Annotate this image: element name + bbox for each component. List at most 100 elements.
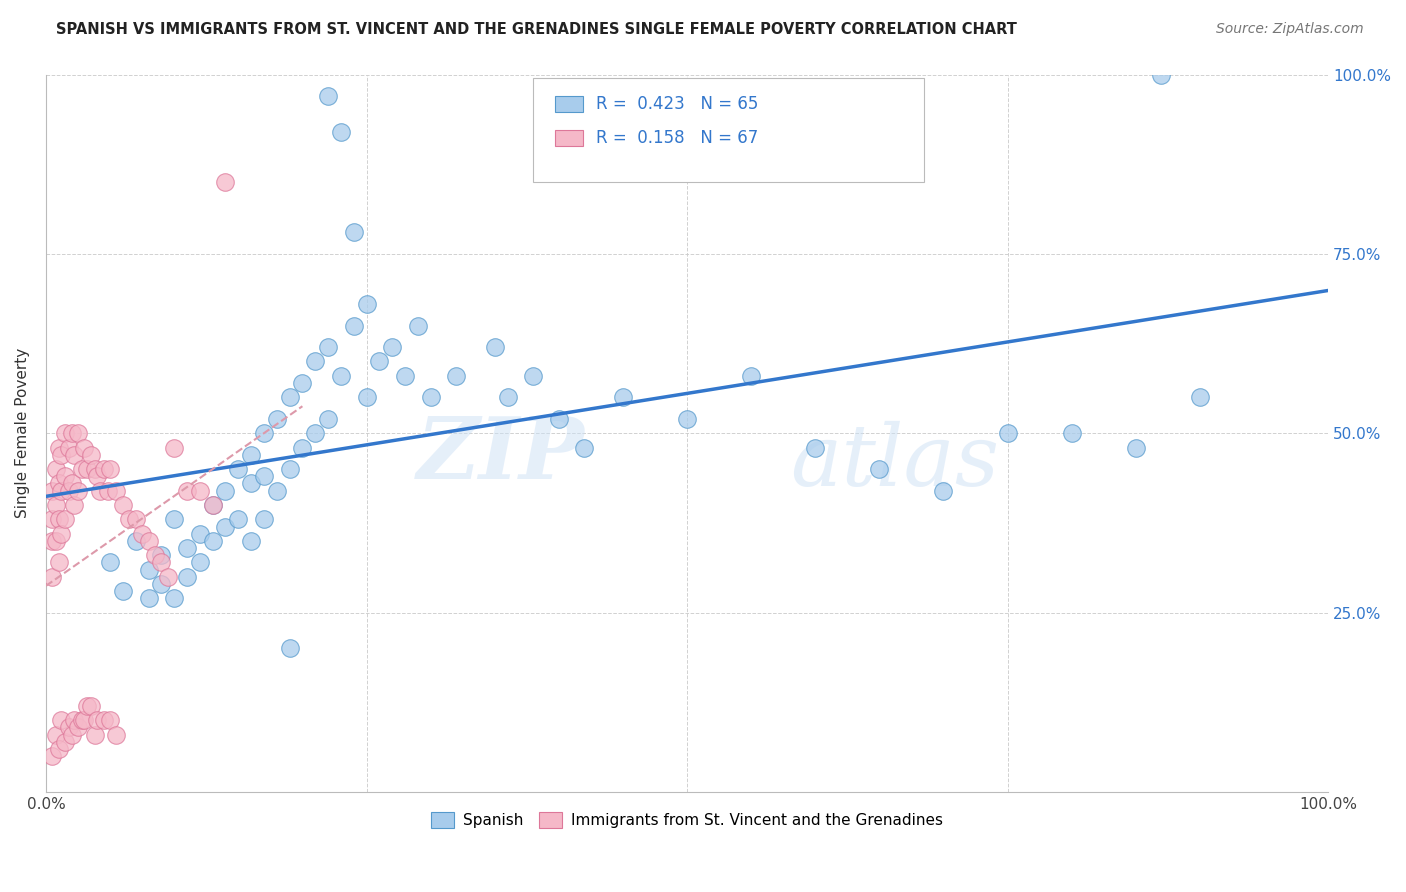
Point	[240, 476, 263, 491]
Point	[188, 483, 211, 498]
Point	[868, 462, 890, 476]
Point	[51, 526, 73, 541]
Point	[48, 555, 70, 569]
Text: Source: ZipAtlas.com: Source: ZipAtlas.com	[1216, 22, 1364, 37]
Point	[150, 555, 173, 569]
Point	[118, 512, 141, 526]
Text: SPANISH VS IMMIGRANTS FROM ST. VINCENT AND THE GRENADINES SINGLE FEMALE POVERTY : SPANISH VS IMMIGRANTS FROM ST. VINCENT A…	[56, 22, 1017, 37]
Point	[1150, 68, 1173, 82]
Point	[86, 469, 108, 483]
Point	[419, 390, 441, 404]
Point	[291, 376, 314, 390]
Point	[48, 742, 70, 756]
Point	[86, 713, 108, 727]
Point	[48, 512, 70, 526]
Point	[51, 448, 73, 462]
Point	[316, 412, 339, 426]
Point	[176, 570, 198, 584]
Point	[253, 426, 276, 441]
Point	[45, 498, 67, 512]
Point	[163, 591, 186, 606]
Point	[138, 591, 160, 606]
Point	[63, 498, 86, 512]
Point	[176, 541, 198, 555]
Point	[316, 340, 339, 354]
Point	[63, 713, 86, 727]
Text: R =  0.423   N = 65: R = 0.423 N = 65	[596, 95, 758, 113]
Point	[98, 713, 121, 727]
Point	[278, 641, 301, 656]
Point	[304, 354, 326, 368]
Point	[41, 483, 63, 498]
Point	[41, 533, 63, 548]
Point	[156, 570, 179, 584]
Point	[676, 412, 699, 426]
Point	[138, 563, 160, 577]
FancyBboxPatch shape	[555, 96, 583, 112]
Point	[111, 498, 134, 512]
Point	[53, 469, 76, 483]
Point	[612, 390, 634, 404]
Point	[547, 412, 569, 426]
Point	[188, 555, 211, 569]
Point	[105, 728, 128, 742]
Point	[80, 448, 103, 462]
Point	[96, 483, 118, 498]
Legend: Spanish, Immigrants from St. Vincent and the Grenadines: Spanish, Immigrants from St. Vincent and…	[425, 806, 949, 835]
Point	[80, 698, 103, 713]
Point	[111, 584, 134, 599]
Point	[45, 533, 67, 548]
Point	[66, 483, 89, 498]
Point	[58, 720, 80, 734]
Point	[240, 448, 263, 462]
FancyBboxPatch shape	[555, 130, 583, 146]
Y-axis label: Single Female Poverty: Single Female Poverty	[15, 348, 30, 518]
Point	[163, 512, 186, 526]
Point	[138, 533, 160, 548]
Point	[58, 483, 80, 498]
Point	[76, 462, 98, 476]
Text: R =  0.158   N = 67: R = 0.158 N = 67	[596, 129, 758, 147]
Point	[266, 412, 288, 426]
Point	[266, 483, 288, 498]
Point	[73, 441, 96, 455]
Point	[48, 476, 70, 491]
Point	[93, 713, 115, 727]
Point	[63, 448, 86, 462]
Point	[45, 728, 67, 742]
Point	[316, 89, 339, 103]
Point	[214, 175, 236, 189]
Point	[740, 368, 762, 383]
Point	[394, 368, 416, 383]
Point	[522, 368, 544, 383]
Point	[66, 426, 89, 441]
Point	[214, 519, 236, 533]
Point	[41, 512, 63, 526]
Point	[60, 426, 83, 441]
Point	[70, 713, 93, 727]
Point	[53, 735, 76, 749]
Point	[98, 462, 121, 476]
Point	[176, 483, 198, 498]
Point	[51, 713, 73, 727]
Point	[83, 462, 105, 476]
Point	[201, 533, 224, 548]
Point	[51, 483, 73, 498]
Point	[201, 498, 224, 512]
Point	[304, 426, 326, 441]
Point	[105, 483, 128, 498]
Text: atlas: atlas	[790, 421, 998, 503]
Point	[381, 340, 404, 354]
Point	[484, 340, 506, 354]
Point	[356, 297, 378, 311]
Point	[83, 728, 105, 742]
Point	[226, 512, 249, 526]
Point	[1060, 426, 1083, 441]
Point	[214, 483, 236, 498]
Point	[163, 441, 186, 455]
Point	[574, 441, 596, 455]
Point	[291, 441, 314, 455]
Point	[53, 426, 76, 441]
Point	[48, 441, 70, 455]
Point	[343, 225, 366, 239]
